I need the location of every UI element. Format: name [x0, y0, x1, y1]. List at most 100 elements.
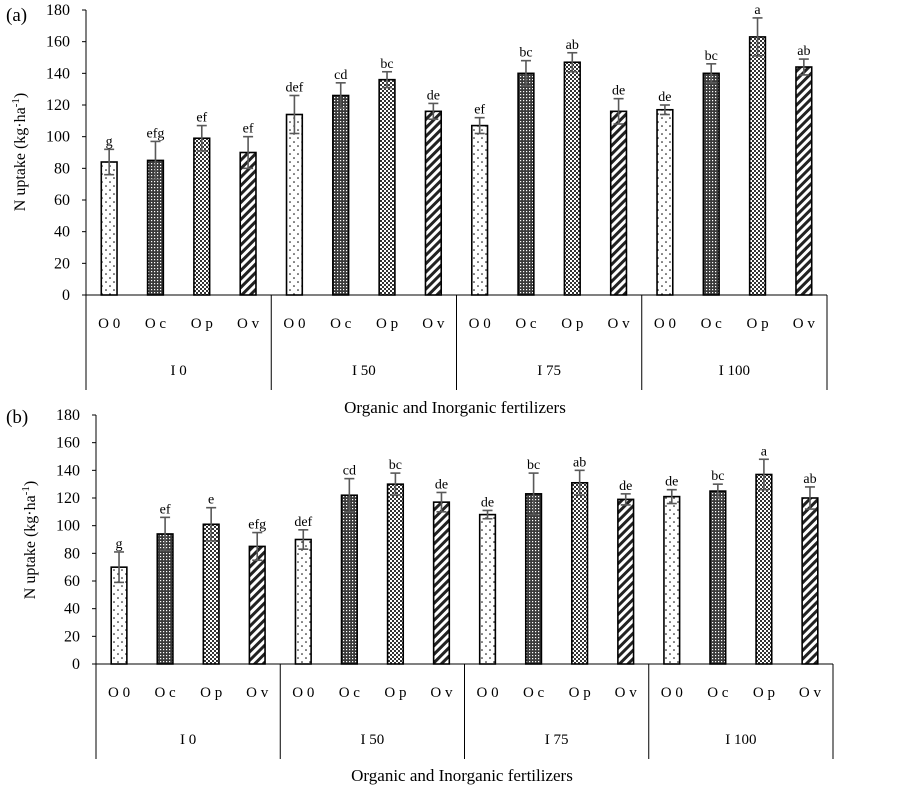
bar: [193, 137, 211, 296]
significance-letter: ab: [803, 472, 816, 487]
y-tick-label: 140: [56, 462, 80, 479]
bar: [709, 490, 727, 665]
y-tick-label: 60: [54, 192, 70, 209]
category-label: O v: [793, 316, 816, 332]
bar: [656, 108, 674, 296]
bar: [156, 533, 174, 665]
significance-letter: efg: [248, 518, 266, 533]
bar: [340, 494, 358, 665]
significance-letter: ef: [474, 103, 485, 118]
significance-letter: ef: [196, 111, 207, 126]
significance-letter: cd: [343, 464, 356, 479]
category-label: O p: [191, 316, 213, 332]
bar: [524, 493, 543, 665]
significance-letter: de: [612, 84, 625, 99]
y-axis-title: N uptake (kg·ha-1): [20, 481, 39, 599]
significance-letter: de: [619, 479, 632, 494]
group-label: I 50: [352, 363, 376, 379]
category-label: O p: [569, 685, 591, 701]
y-tick-label: 80: [64, 545, 80, 562]
category-label: O p: [200, 685, 222, 701]
significance-letter: ab: [797, 44, 810, 59]
category-label: O c: [339, 685, 361, 701]
bar: [432, 501, 451, 665]
panel-label: (a): [6, 5, 27, 26]
category-label: O p: [746, 316, 768, 332]
significance-letter: a: [761, 444, 768, 459]
significance-letter: bc: [389, 458, 402, 473]
significance-letter: cd: [334, 68, 347, 83]
significance-letter: ab: [573, 455, 586, 470]
category-label: O v: [246, 685, 269, 701]
bar: [795, 66, 813, 296]
group-label: I 0: [180, 732, 196, 748]
bar: [332, 94, 350, 296]
significance-letter: bc: [705, 49, 718, 64]
bar: [386, 483, 405, 665]
significance-letter: de: [658, 90, 671, 105]
bar: [470, 124, 489, 296]
significance-letter: bc: [519, 46, 532, 61]
bar: [285, 113, 304, 296]
category-label: O c: [145, 316, 167, 332]
y-tick-label: 160: [46, 34, 70, 51]
group-label: I 100: [725, 732, 756, 748]
bar: [571, 481, 589, 665]
bar: [378, 78, 396, 296]
category-label: O c: [701, 316, 723, 332]
y-tick-label: 0: [72, 656, 80, 673]
significance-letter: de: [481, 495, 494, 510]
y-tick-label: 160: [56, 435, 80, 452]
category-label: O c: [515, 316, 537, 332]
y-tick-label: 180: [46, 2, 70, 19]
significance-letter: g: [106, 134, 113, 149]
category-label: O p: [376, 316, 398, 332]
bar: [609, 110, 628, 296]
y-tick-label: 140: [46, 65, 70, 82]
panel-b-chart: (b) N uptake (kg·ha-1) Organic and Inorg…: [6, 407, 834, 785]
significance-letter: efg: [147, 126, 165, 141]
category-label: O c: [330, 316, 352, 332]
category-label: O c: [523, 685, 545, 701]
y-tick-label: 180: [56, 407, 80, 424]
significance-letter: e: [208, 493, 214, 508]
significance-letter: de: [427, 88, 440, 103]
bar: [702, 72, 720, 296]
group-label: I 0: [171, 363, 187, 379]
significance-letter: def: [294, 515, 312, 530]
category-label: O 0: [654, 316, 676, 332]
significance-letter: def: [285, 81, 303, 96]
significance-letter: de: [665, 475, 678, 490]
bar: [478, 513, 497, 665]
y-tick-label: 20: [54, 255, 70, 272]
y-tick-label: 0: [62, 287, 70, 304]
y-tick-label: 80: [54, 160, 70, 177]
group-label: I 100: [719, 363, 750, 379]
category-label: O v: [615, 685, 638, 701]
y-axis-title: N uptake (kg·ha-1): [10, 93, 29, 211]
x-axis-title: Organic and Inorganic fertilizers: [351, 766, 573, 785]
bar: [248, 545, 266, 665]
x-axis-title: Organic and Inorganic fertilizers: [344, 398, 566, 417]
y-tick-label: 100: [46, 129, 70, 146]
significance-letter: ef: [243, 122, 254, 137]
category-label: O v: [237, 316, 260, 332]
group-label: I 75: [537, 363, 561, 379]
category-label: O 0: [469, 316, 491, 332]
bar: [748, 36, 767, 296]
y-tick-label: 120: [56, 490, 80, 507]
bar: [294, 538, 312, 665]
significance-letter: bc: [711, 469, 724, 484]
y-tick-label: 40: [54, 224, 70, 241]
significance-letter: ab: [566, 38, 579, 53]
y-tick-label: 120: [46, 97, 70, 114]
panel-label: (b): [6, 407, 28, 428]
category-label: O 0: [292, 685, 314, 701]
y-tick-label: 20: [64, 628, 80, 645]
category-label: O v: [422, 316, 445, 332]
bar: [663, 495, 681, 665]
category-label: O 0: [283, 316, 305, 332]
category-label: O v: [608, 316, 631, 332]
bar: [239, 151, 257, 296]
y-tick-label: 60: [64, 573, 80, 590]
